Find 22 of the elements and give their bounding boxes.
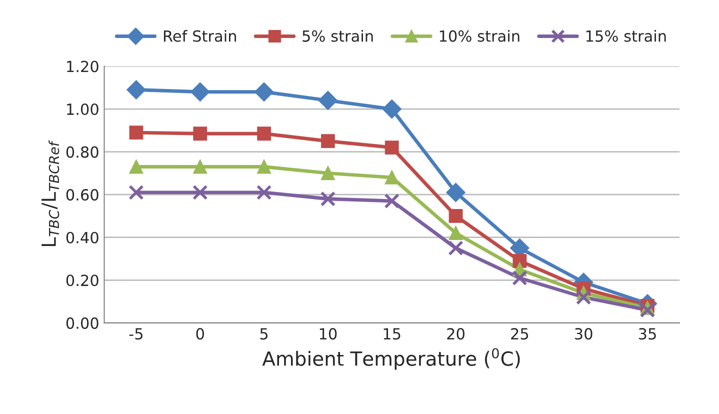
y-tick-label: 1.20 — [67, 60, 98, 72]
legend-label: 10% strain — [440, 30, 520, 42]
x-axis-title: Ambient Temperature ($^{0}$C) — [262, 348, 520, 370]
x-tick-label: -5 — [129, 328, 142, 340]
legend-label: 5% strain — [302, 30, 373, 42]
x-tick-label: 10 — [320, 328, 337, 340]
x-tick-label: 30 — [575, 328, 592, 340]
y-tick-label: 0.40 — [66, 232, 98, 244]
legend-label: Ref Strain — [164, 30, 236, 42]
y-tick-label: 0.80 — [66, 146, 98, 158]
y-tick-label: 1.00 — [67, 103, 98, 116]
y-axis-title: L$_{TBC}$/L$_{TBCRef}$ — [42, 140, 60, 246]
x-tick-label: 35 — [638, 328, 656, 340]
legend-label: 15% strain — [586, 30, 666, 42]
x-tick-label: 15 — [384, 328, 400, 340]
x-tick-label: 0 — [196, 328, 204, 340]
y-tick-label: 0.60 — [66, 189, 98, 201]
x-tick-label: 20 — [447, 328, 464, 340]
y-tick-label: 0.00 — [66, 317, 98, 329]
y-tick-label: 0.20 — [66, 274, 98, 286]
x-tick-label: 25 — [511, 328, 528, 340]
x-tick-label: 5 — [260, 328, 268, 340]
